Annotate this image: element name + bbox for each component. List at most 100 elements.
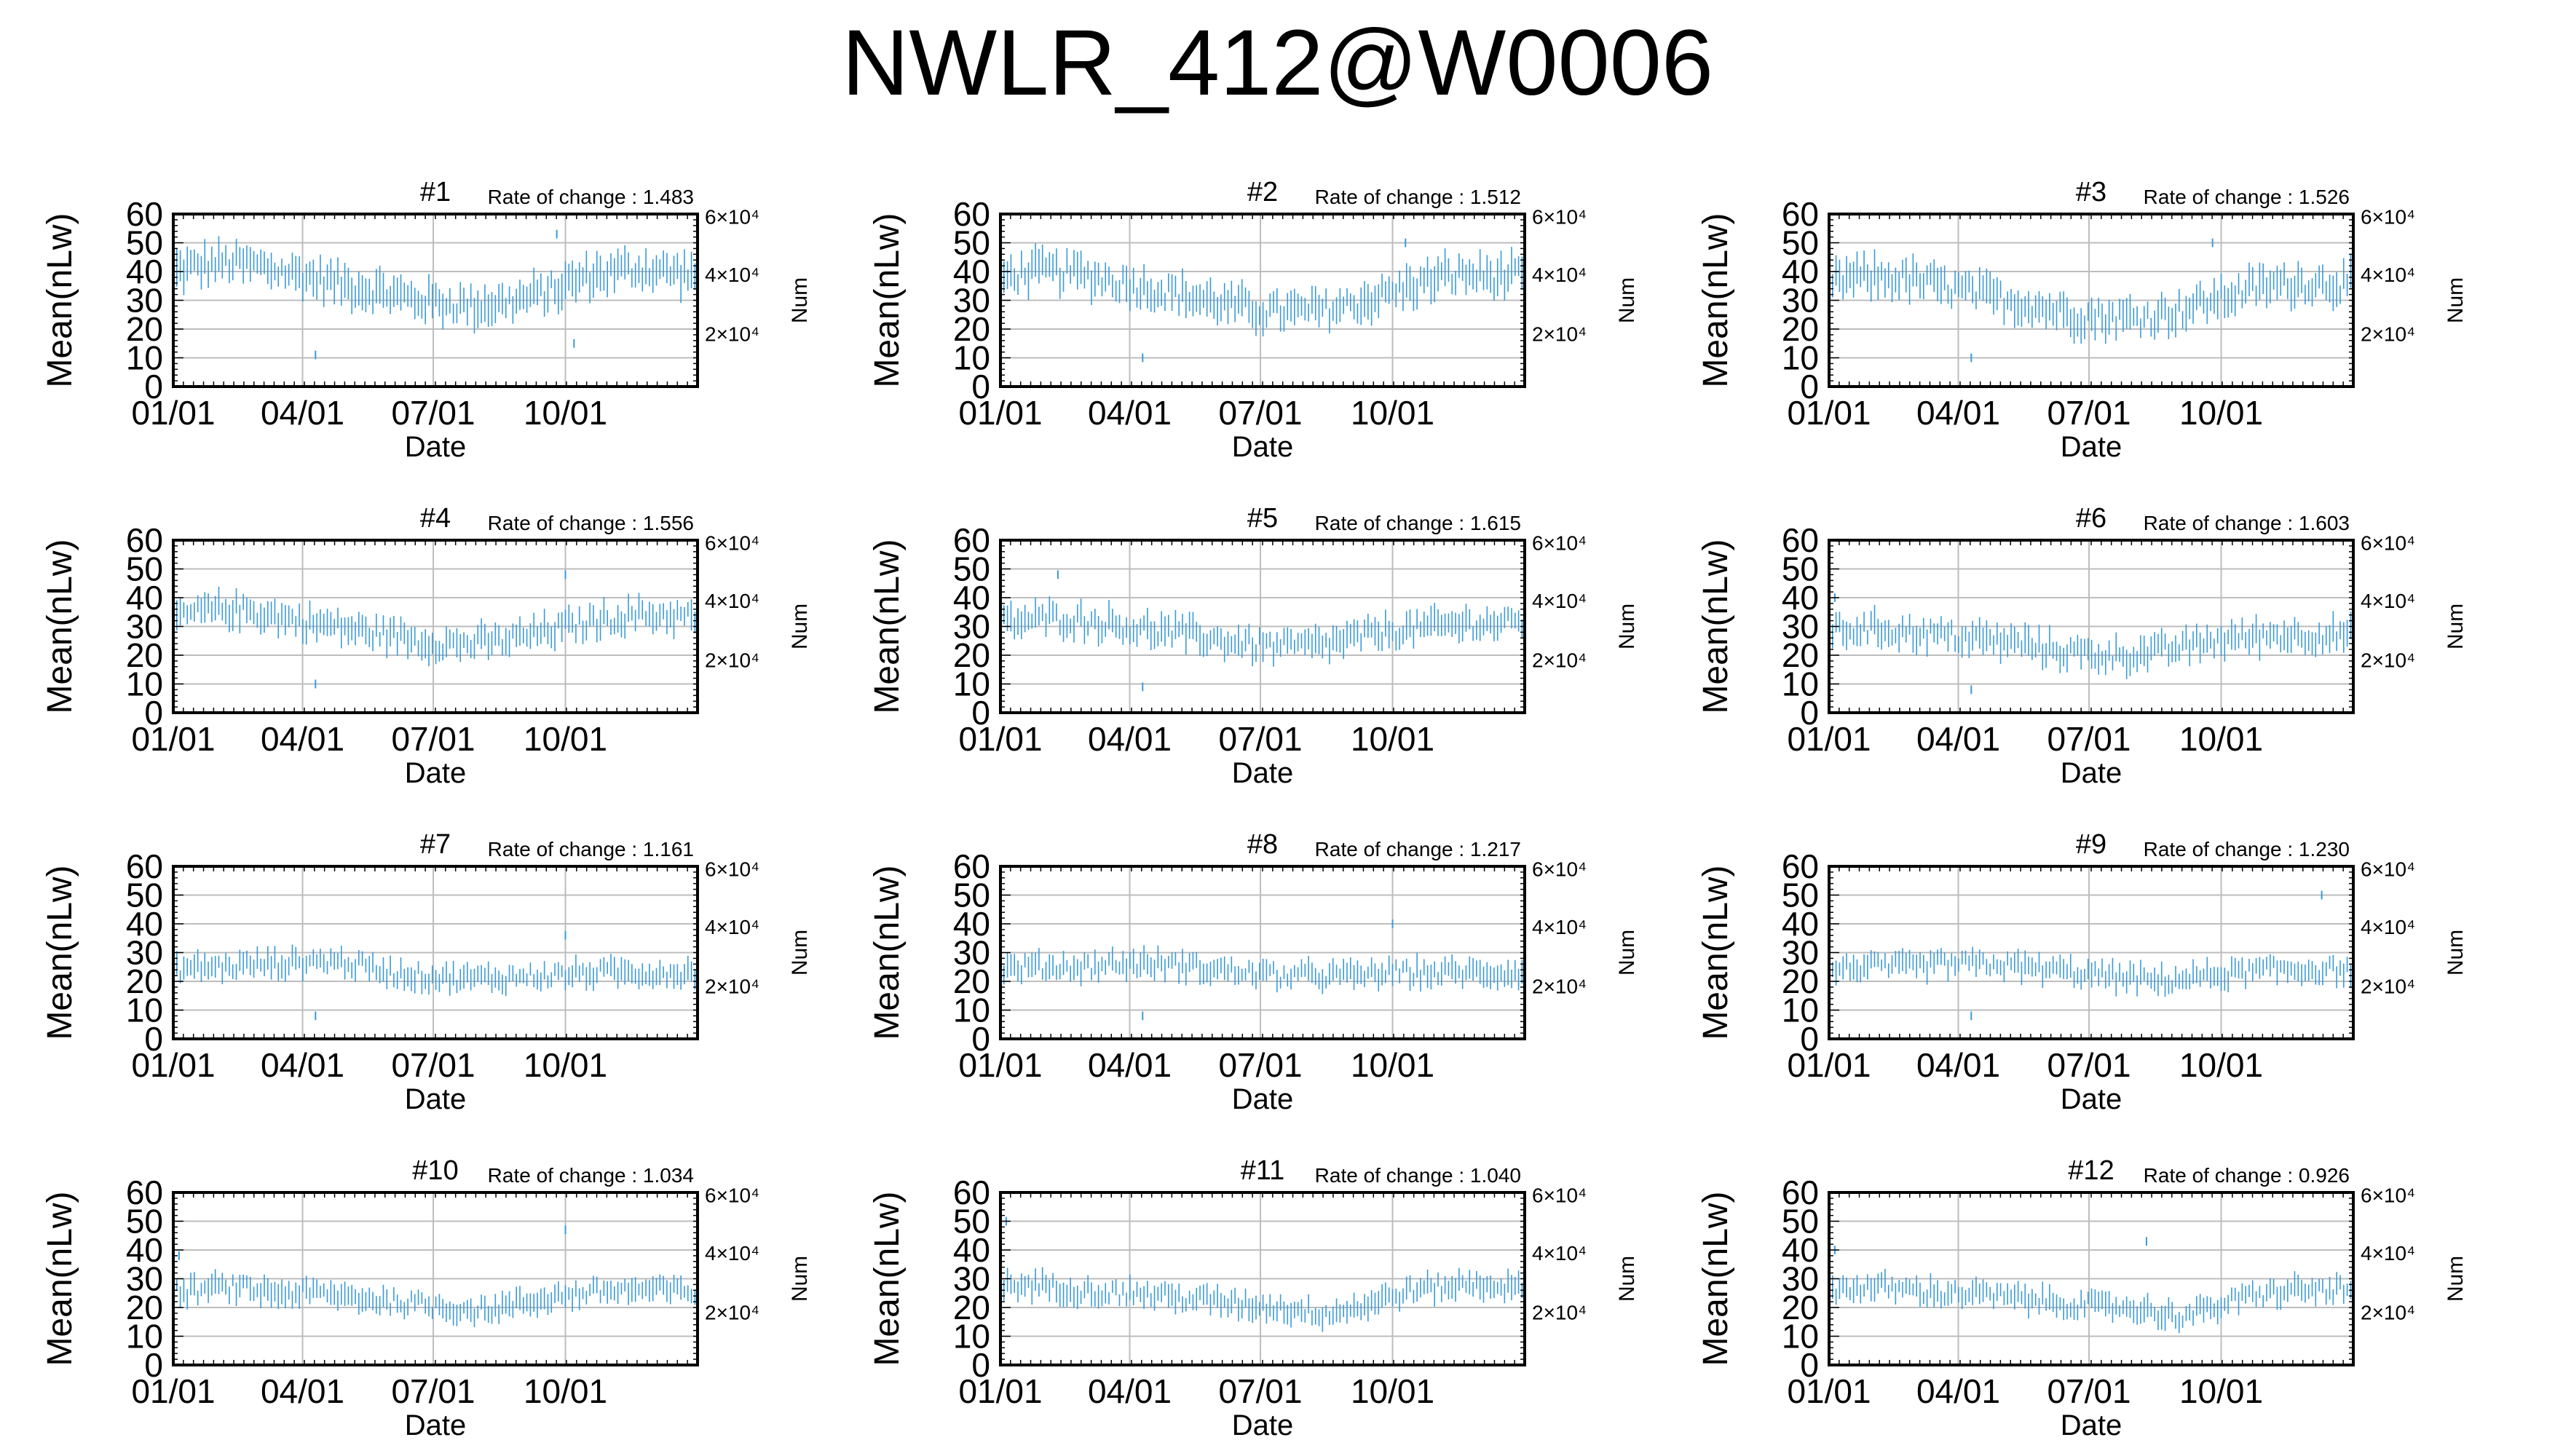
y2-tick-label: 6×10⁴	[705, 532, 759, 555]
y-axis-label: Mean(nLw)	[1697, 213, 1735, 387]
y-axis-label: Mean(nLw)	[1697, 1191, 1735, 1366]
y-tick-label: 40	[953, 1231, 990, 1269]
y-tick-label: 30	[953, 282, 990, 320]
y-tick-label: 30	[953, 608, 990, 646]
x-tick-label: 01/01	[1787, 720, 1871, 758]
y2-tick-label: 4×10⁴	[2361, 264, 2415, 286]
y2-axis-label: Num	[788, 604, 812, 649]
y-tick-label: 60	[953, 521, 990, 559]
y2-tick-label: 2×10⁴	[1532, 323, 1587, 346]
x-tick-label: 07/01	[1218, 394, 1302, 432]
y-tick-label: 50	[126, 1203, 163, 1241]
y2-axis-label: Num	[788, 930, 812, 976]
page-title: NWLR_412@W0006	[841, 11, 1714, 115]
rate-of-change-label: Rate of change : 1.615	[1315, 512, 1521, 534]
y-axis-label: Mean(nLw)	[41, 1191, 79, 1366]
y-tick-label: 0	[971, 368, 990, 405]
x-axis-label: Date	[405, 431, 467, 463]
y2-tick-label: 6×10⁴	[1532, 532, 1587, 555]
y-tick-label: 10	[1782, 665, 1819, 703]
y-tick-label: 20	[953, 310, 990, 348]
y-tick-label: 30	[126, 608, 163, 646]
x-tick-label: 07/01	[391, 720, 475, 758]
x-tick-label: 04/01	[1916, 1372, 2000, 1410]
y2-tick-label: 4×10⁴	[2361, 590, 2415, 612]
y-tick-label: 60	[1782, 847, 1819, 885]
y2-tick-label: 4×10⁴	[1532, 264, 1587, 286]
y-tick-label: 10	[1782, 992, 1819, 1029]
y-tick-label: 50	[126, 877, 163, 914]
y-tick-label: 60	[126, 195, 163, 233]
rate-of-change-label: Rate of change : 1.526	[2144, 186, 2350, 208]
y-tick-label: 50	[1782, 224, 1819, 262]
y-tick-label: 0	[1800, 368, 1819, 405]
panel-title: #9	[2076, 829, 2106, 860]
y-tick-label: 60	[126, 847, 163, 885]
y2-axis-label: Num	[788, 277, 812, 323]
x-axis-label: Date	[405, 757, 467, 789]
y-tick-label: 60	[953, 1174, 990, 1211]
y-tick-label: 10	[126, 1318, 163, 1356]
y2-tick-label: 4×10⁴	[1532, 916, 1587, 938]
y-tick-label: 60	[1782, 195, 1819, 233]
y-tick-label: 10	[1782, 339, 1819, 377]
y2-tick-label: 4×10⁴	[1532, 590, 1587, 612]
y-tick-label: 60	[126, 521, 163, 559]
y-tick-label: 10	[953, 992, 990, 1029]
y-tick-label: 30	[126, 934, 163, 972]
x-tick-label: 07/01	[2047, 1372, 2131, 1410]
y-tick-label: 30	[953, 1260, 990, 1298]
y2-tick-label: 6×10⁴	[705, 1184, 759, 1207]
y-tick-label: 20	[126, 310, 163, 348]
x-axis-label: Date	[2061, 1083, 2122, 1115]
x-tick-label: 01/01	[131, 1046, 215, 1084]
x-tick-label: 04/01	[1088, 1046, 1172, 1084]
y-tick-label: 60	[126, 1174, 163, 1211]
panel-title: #5	[1247, 503, 1278, 534]
y-axis-label: Mean(nLw)	[41, 213, 79, 387]
y2-tick-label: 2×10⁴	[2361, 323, 2415, 346]
y2-tick-label: 2×10⁴	[705, 976, 759, 998]
y2-axis-label: Num	[2444, 1256, 2468, 1302]
panel-title: #7	[420, 829, 451, 860]
y2-tick-label: 4×10⁴	[705, 916, 759, 938]
x-axis-label: Date	[1232, 1083, 1294, 1115]
y2-tick-label: 6×10⁴	[1532, 206, 1587, 229]
panel-title: #3	[2076, 177, 2106, 207]
y-tick-label: 40	[126, 579, 163, 617]
x-tick-label: 04/01	[261, 720, 344, 758]
y-tick-label: 60	[1782, 521, 1819, 559]
y-tick-label: 40	[1782, 579, 1819, 617]
y-axis-label: Mean(nLw)	[868, 539, 907, 713]
rate-of-change-label: Rate of change : 1.034	[488, 1164, 694, 1187]
y-tick-label: 40	[953, 579, 990, 617]
y2-tick-label: 4×10⁴	[1532, 1242, 1587, 1265]
y-tick-label: 20	[126, 962, 163, 1000]
y-tick-label: 0	[1800, 1020, 1819, 1058]
panel-title: #8	[1247, 829, 1278, 860]
x-axis-label: Date	[1232, 1409, 1294, 1441]
y2-tick-label: 2×10⁴	[705, 323, 759, 346]
y-tick-label: 50	[1782, 550, 1819, 588]
y2-tick-label: 4×10⁴	[705, 590, 759, 612]
y2-axis-label: Num	[1615, 604, 1639, 649]
y2-tick-label: 6×10⁴	[705, 858, 759, 881]
y-tick-label: 20	[1782, 636, 1819, 674]
y-tick-label: 30	[1782, 1260, 1819, 1298]
x-tick-label: 10/01	[1351, 720, 1434, 758]
y2-axis-label: Num	[1615, 277, 1639, 323]
y-tick-label: 40	[1782, 1231, 1819, 1269]
y-tick-label: 30	[953, 934, 990, 972]
y-tick-label: 20	[126, 636, 163, 674]
x-tick-label: 01/01	[958, 1046, 1042, 1084]
y-tick-label: 20	[953, 1289, 990, 1326]
rate-of-change-label: Rate of change : 1.230	[2144, 838, 2350, 860]
rate-of-change-label: Rate of change : 1.161	[488, 838, 694, 860]
y-tick-label: 40	[126, 253, 163, 290]
y-tick-label: 50	[953, 1203, 990, 1241]
